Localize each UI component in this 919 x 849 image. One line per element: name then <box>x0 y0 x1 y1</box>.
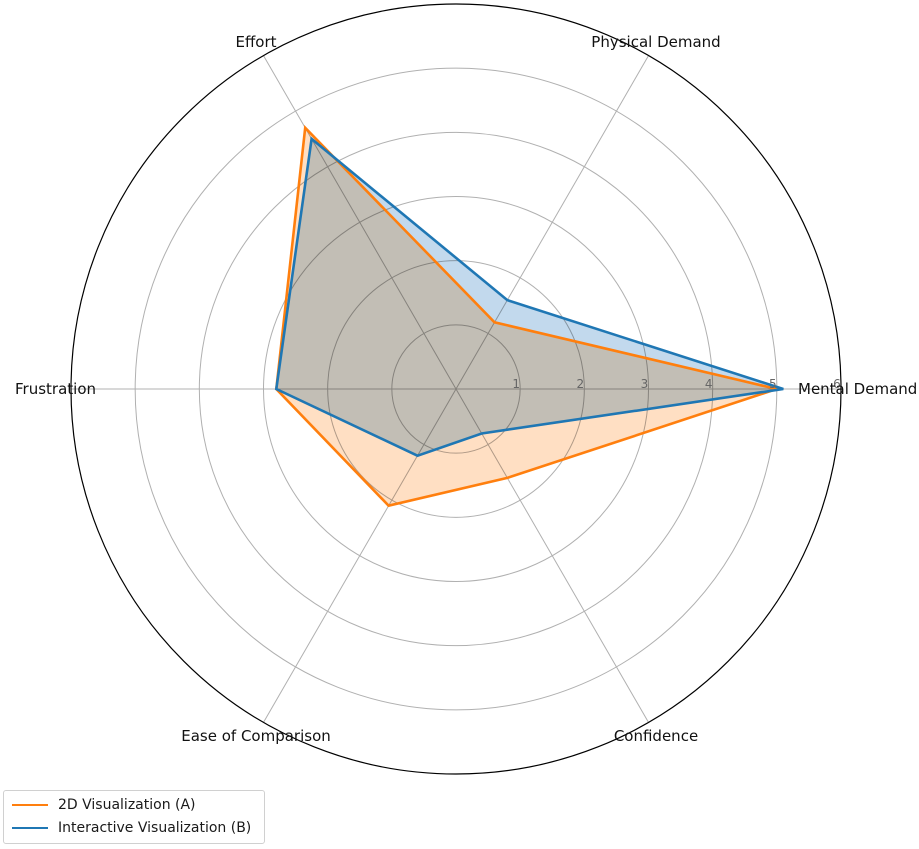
axis-label-5: Confidence <box>614 727 698 745</box>
axis-label-0: Mental Demand <box>798 380 917 398</box>
series-line-1 <box>274 136 784 458</box>
legend-swatch-2d <box>12 804 48 806</box>
radial-tick-label: 5 <box>769 377 777 391</box>
legend-item-2d: 2D Visualization (A) <box>12 795 196 815</box>
series-fill-1 <box>276 138 784 456</box>
radial-tick-label: 4 <box>705 377 713 391</box>
radial-tick-label: 6 <box>833 377 841 391</box>
legend: 2D Visualization (A) Interactive Visuali… <box>3 790 265 844</box>
legend-swatch-interactive <box>12 827 48 829</box>
radial-tick-label: 2 <box>577 377 585 391</box>
legend-label-interactive: Interactive Visualization (B) <box>58 820 252 836</box>
axis-label-1: Physical Demand <box>591 33 720 51</box>
outer-frame <box>70 3 842 775</box>
series-layer <box>274 124 784 508</box>
axis-label-3: Frustration <box>15 380 96 398</box>
legend-item-interactive: Interactive Visualization (B) <box>12 818 251 838</box>
axis-label-2: Effort <box>235 33 276 51</box>
radial-tick-label: 1 <box>512 377 520 391</box>
legend-label-2d: 2D Visualization (A) <box>58 797 196 813</box>
radial-tick-label: 3 <box>641 377 649 391</box>
axis-label-4: Ease of Comparison <box>181 727 331 745</box>
